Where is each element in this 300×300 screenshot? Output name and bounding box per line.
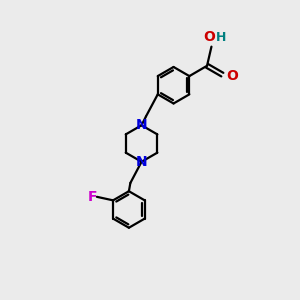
Text: O: O: [203, 30, 215, 44]
Text: F: F: [88, 190, 98, 204]
Text: N: N: [136, 118, 147, 132]
Text: H: H: [216, 31, 226, 44]
Text: N: N: [136, 155, 147, 170]
Text: O: O: [226, 69, 238, 83]
